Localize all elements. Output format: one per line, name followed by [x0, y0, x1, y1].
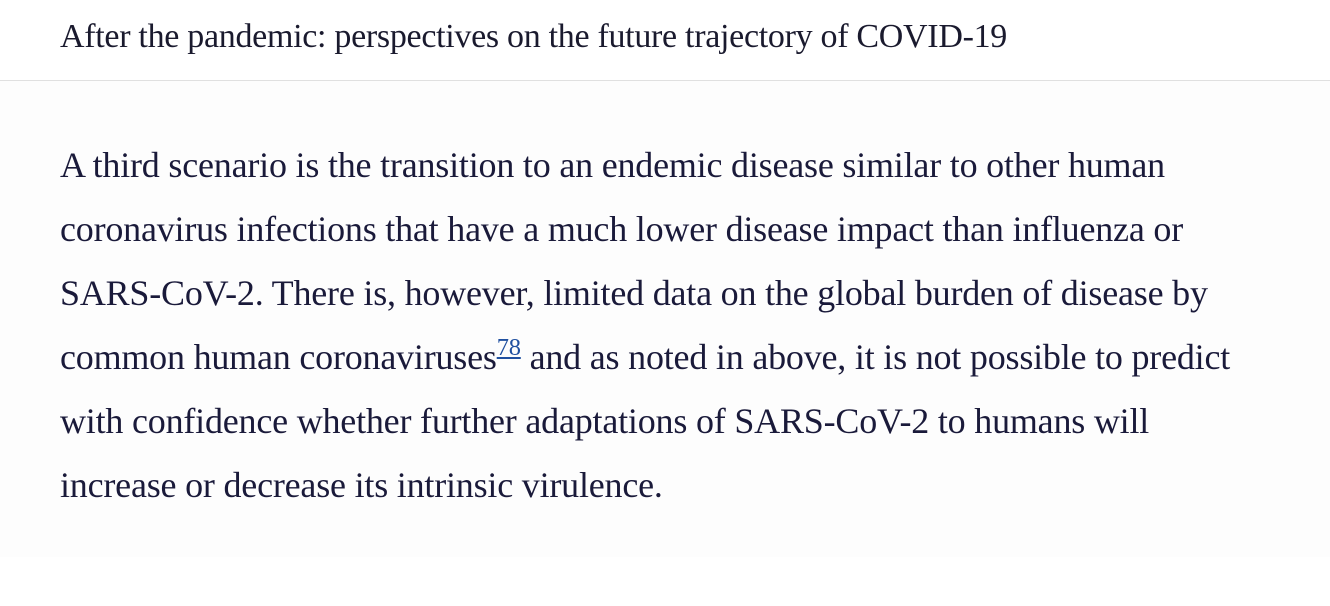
article-content: A third scenario is the transition to an… — [0, 81, 1330, 557]
body-paragraph: A third scenario is the transition to an… — [60, 133, 1270, 517]
article-title: After the pandemic: perspectives on the … — [60, 18, 1270, 56]
article-header: After the pandemic: perspectives on the … — [0, 0, 1330, 81]
reference-link-78[interactable]: 78 — [497, 334, 521, 361]
